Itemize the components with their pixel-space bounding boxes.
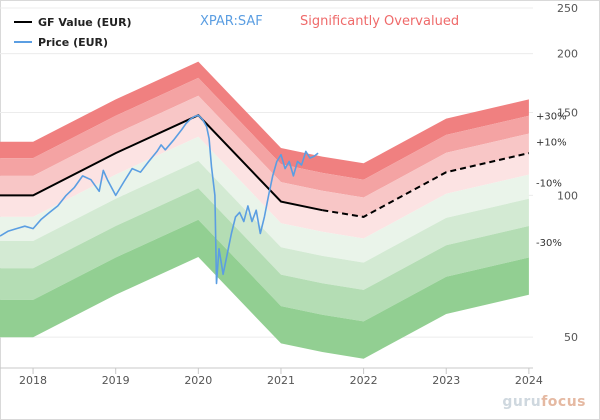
y-tick-label-4: 250 bbox=[557, 2, 578, 15]
valuation-band-7 bbox=[0, 219, 529, 359]
valuation-status: Significantly Overvalued bbox=[300, 14, 460, 29]
gf-value-line bbox=[0, 113, 323, 212]
valuation-band-5 bbox=[0, 160, 529, 290]
y-tick-label-0: 50 bbox=[564, 331, 578, 344]
band-label-0: +30% bbox=[536, 111, 567, 122]
legend[interactable]: GF Value (EUR) Price (EUR) bbox=[14, 12, 132, 52]
legend-swatch-price bbox=[14, 41, 32, 43]
valuation-bands bbox=[0, 61, 529, 359]
x-tick-label-4: 2022 bbox=[350, 374, 378, 387]
y-tick-label-3: 200 bbox=[557, 48, 578, 61]
x-tick-label-6: 2024 bbox=[515, 374, 543, 387]
x-tick-label-2: 2020 bbox=[184, 374, 212, 387]
x-tick-label-5: 2023 bbox=[432, 374, 460, 387]
valuation-band-1 bbox=[0, 77, 529, 198]
legend-item-price[interactable]: Price (EUR) bbox=[14, 32, 132, 52]
price-line bbox=[0, 114, 319, 285]
band-label-2: -10% bbox=[536, 179, 562, 190]
legend-swatch-gf-value bbox=[14, 21, 32, 23]
x-tick-label-1: 2019 bbox=[102, 374, 130, 387]
gf-value-estimate-line bbox=[322, 152, 530, 218]
band-label-1: +10% bbox=[536, 138, 567, 149]
y-tick-label-2: 150 bbox=[557, 106, 578, 119]
y-axis: 50 100 150 200 250 bbox=[557, 2, 578, 344]
gurufocus-logo: gurufocus bbox=[502, 394, 586, 410]
band-label-3: -30% bbox=[536, 238, 562, 249]
legend-item-gf-value[interactable]: GF Value (EUR) bbox=[14, 12, 132, 32]
x-tick-label-0: 2018 bbox=[19, 374, 47, 387]
legend-label-gf-value: GF Value (EUR) bbox=[38, 15, 132, 29]
series-lines bbox=[0, 113, 530, 285]
band-labels: +30% +10% -10% -30% bbox=[536, 111, 567, 249]
x-axis: 2018 2019 2020 2021 2022 2023 2024 bbox=[0, 367, 543, 387]
valuation-band-0 bbox=[0, 61, 529, 180]
ticker-symbol: XPAR:SAF bbox=[200, 14, 263, 29]
legend-label-price: Price (EUR) bbox=[38, 35, 109, 49]
x-tick-label-3: 2021 bbox=[267, 374, 295, 387]
y-tick-label-1: 100 bbox=[557, 189, 578, 202]
valuation-band-6 bbox=[0, 188, 529, 322]
valuation-band-2 bbox=[0, 95, 529, 217]
